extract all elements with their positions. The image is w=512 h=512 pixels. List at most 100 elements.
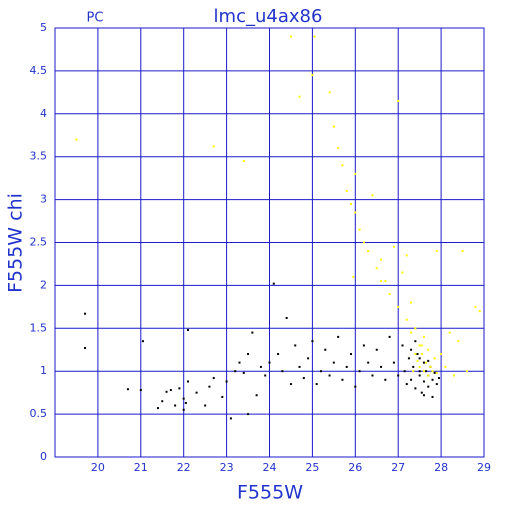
point [425, 361, 428, 364]
point [403, 370, 406, 373]
point [422, 361, 425, 364]
x-tick-label: 29 [477, 461, 491, 474]
point [422, 394, 425, 397]
point [352, 275, 355, 278]
point [422, 335, 425, 338]
y-axis-label: F555W chi [5, 193, 27, 293]
point [182, 408, 185, 411]
point [281, 370, 284, 373]
point [186, 380, 189, 383]
point [84, 347, 87, 350]
point [229, 417, 232, 420]
point [440, 353, 443, 356]
y-tick-label: 0 [40, 450, 47, 463]
point [165, 390, 168, 393]
point [435, 371, 438, 374]
point [350, 202, 353, 205]
point [412, 370, 415, 373]
y-tick-label: 3.5 [30, 150, 48, 163]
point [405, 254, 408, 257]
point [437, 377, 440, 380]
point [414, 353, 417, 356]
point [380, 365, 383, 368]
point [397, 305, 400, 308]
point [358, 370, 361, 373]
point [414, 327, 417, 330]
point [431, 378, 434, 381]
point [289, 35, 292, 38]
point [418, 365, 421, 368]
plot-border [54, 27, 485, 458]
x-tick-label: 20 [91, 461, 105, 474]
y-tick-label: 0.5 [30, 407, 48, 420]
point [161, 400, 164, 403]
y-tick-label: 2 [40, 278, 47, 291]
point [242, 159, 245, 162]
point [427, 385, 430, 388]
point [204, 404, 207, 407]
point [332, 125, 335, 128]
point [444, 365, 447, 368]
point [238, 361, 241, 364]
point [410, 348, 413, 351]
point [285, 317, 288, 320]
point [234, 370, 237, 373]
point [156, 407, 159, 410]
point [362, 344, 365, 347]
point [407, 357, 410, 360]
y-tick-label: 1 [40, 364, 47, 377]
point [367, 250, 370, 253]
point [174, 404, 177, 407]
point [328, 91, 331, 94]
point [332, 361, 335, 364]
point [341, 378, 344, 381]
point [182, 397, 185, 400]
point [422, 370, 425, 373]
point [425, 370, 428, 373]
point [242, 371, 245, 374]
point [418, 344, 421, 347]
point [313, 35, 316, 38]
point [388, 292, 391, 295]
point [354, 172, 357, 175]
point [328, 374, 331, 377]
point [388, 335, 391, 338]
point [184, 401, 187, 404]
point [345, 190, 348, 193]
point [247, 413, 250, 416]
point [208, 385, 211, 388]
point [448, 331, 451, 334]
point [307, 357, 310, 360]
x-tick-label: 23 [220, 461, 234, 474]
point [414, 340, 417, 343]
point [354, 211, 357, 214]
point [427, 348, 430, 351]
y-tick-label: 5 [40, 21, 47, 34]
point [375, 267, 378, 270]
point [255, 394, 258, 397]
point [186, 329, 189, 332]
point [478, 310, 481, 313]
point [358, 228, 361, 231]
point [371, 374, 374, 377]
x-tick-label: 21 [134, 461, 148, 474]
point [433, 357, 436, 360]
point [420, 353, 423, 356]
point [465, 370, 468, 373]
point [350, 353, 353, 356]
point [264, 374, 267, 377]
point [431, 395, 434, 398]
point [362, 241, 365, 244]
point [319, 370, 322, 373]
point [422, 380, 425, 383]
point [259, 365, 262, 368]
point [169, 389, 172, 392]
point [412, 365, 415, 368]
point [429, 365, 432, 368]
point [302, 377, 305, 380]
point [401, 344, 404, 347]
x-tick-label: 25 [305, 461, 319, 474]
point [311, 340, 314, 343]
